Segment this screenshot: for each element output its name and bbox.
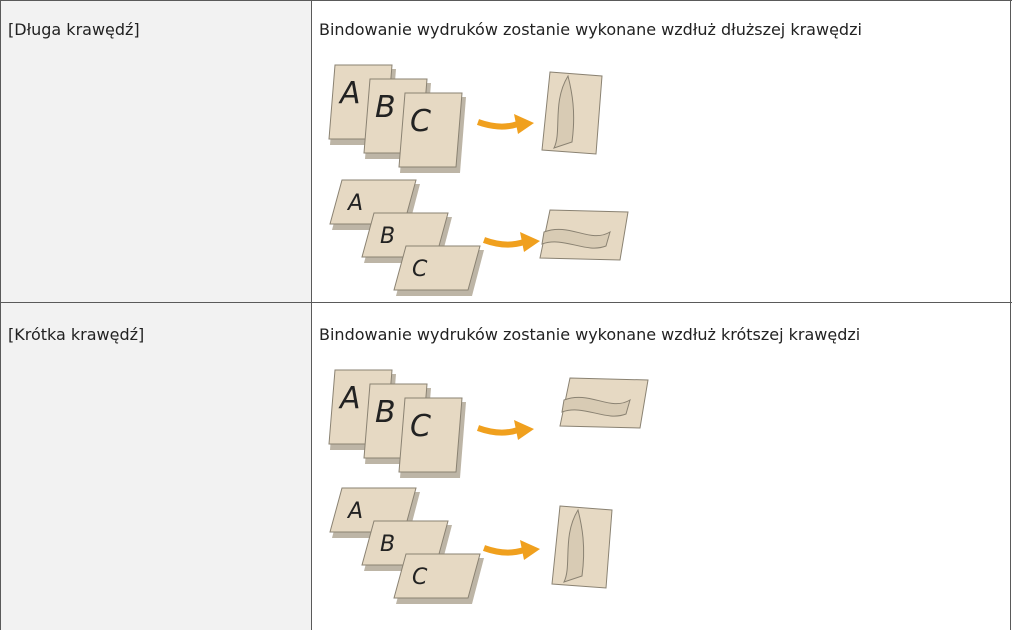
row-label-cell: [Krótka krawędź] <box>0 302 311 630</box>
arrow-head <box>520 232 540 252</box>
arrow <box>476 119 519 130</box>
border <box>0 302 1012 303</box>
arrow <box>482 237 525 248</box>
page-letter: C <box>412 565 428 590</box>
description-cell: Bindowanie wydruków zostanie wykonane wz… <box>311 302 1011 630</box>
row-label: [Krótka krawędź] <box>8 325 145 344</box>
row-label: [Długa krawędź] <box>8 20 140 39</box>
row-label-cell: [Długa krawędź] <box>0 0 311 302</box>
description: Bindowanie wydruków zostanie wykonane wz… <box>319 325 861 344</box>
border <box>0 0 1012 1</box>
page <box>398 397 463 473</box>
arrow <box>482 545 525 556</box>
page <box>398 92 463 168</box>
result-fold <box>563 508 585 583</box>
result-fold <box>561 396 631 417</box>
page-letter: B <box>380 224 395 249</box>
page-letter: A <box>346 499 363 524</box>
description: Bindowanie wydruków zostanie wykonane wz… <box>319 20 862 39</box>
page-letter: C <box>410 104 431 139</box>
result-fold <box>553 74 575 149</box>
page-letter: C <box>410 409 431 444</box>
description-cell: Bindowanie wydruków zostanie wykonane wz… <box>311 0 1011 302</box>
page-letter: B <box>380 532 395 557</box>
page <box>393 245 481 291</box>
page-letter: A <box>338 76 361 111</box>
page-letter: B <box>375 90 396 125</box>
arrow-head <box>520 540 540 560</box>
page-letter: B <box>375 395 396 430</box>
page-letter: A <box>338 381 361 416</box>
border <box>311 0 312 630</box>
page-letter: A <box>346 191 363 216</box>
arrow-head <box>514 420 534 440</box>
result-fold <box>541 228 611 249</box>
border <box>0 0 1 630</box>
page-letter: C <box>412 257 428 282</box>
arrow-head <box>514 114 534 134</box>
border <box>1010 0 1011 630</box>
page <box>393 553 481 599</box>
arrow <box>476 425 519 436</box>
